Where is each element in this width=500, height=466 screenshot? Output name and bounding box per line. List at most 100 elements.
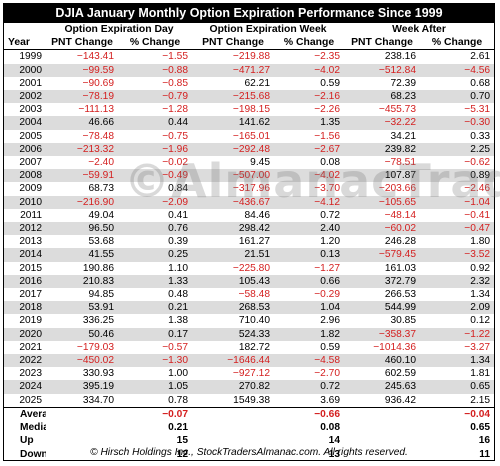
cell-week-pnt: 62.21 bbox=[244, 77, 271, 89]
cell-day-pct: −0.49 bbox=[118, 169, 192, 183]
cell-year: 2017 bbox=[19, 289, 42, 301]
cell-week-pct: 0.13 bbox=[274, 248, 345, 262]
cell-after-pnt: −1014.36 bbox=[373, 341, 417, 353]
cell-after-pnt: 72.39 bbox=[390, 77, 417, 89]
cell-day-pnt: −213.32 bbox=[46, 142, 118, 157]
cell-day-pnt: 53.91 bbox=[46, 301, 118, 315]
cell-after-pnt: −32.22 bbox=[344, 116, 421, 130]
table-row: 2014 41.55 0.25 21.51 0.13 −579.45 −3.52 bbox=[4, 248, 495, 262]
cell-week-pct: −4.02 bbox=[274, 169, 345, 183]
table-row: 2012 96.50 0.76 298.42 2.40 −60.02 −0.47 bbox=[4, 222, 495, 236]
cell-day-pct: 0.41 bbox=[168, 209, 188, 221]
cell-day-pct: −0.75 bbox=[162, 130, 188, 142]
cell-after-pnt: −358.37 bbox=[344, 327, 421, 341]
cell-after-pct: −0.30 bbox=[420, 116, 495, 130]
cell-after-pct: −1.04 bbox=[420, 195, 495, 209]
cell-after-pct: 1.34 bbox=[470, 289, 491, 301]
summary-week-pct: 0.08 bbox=[320, 422, 341, 434]
summary-label: Down bbox=[20, 448, 46, 460]
cell-after-pnt: 372.79 bbox=[344, 274, 421, 289]
cell-after-pct: 2.32 bbox=[420, 274, 495, 289]
column-header-after-pct: % Change bbox=[420, 36, 495, 51]
cell-week-pnt: 268.53 bbox=[192, 301, 274, 315]
summary-week-pnt bbox=[192, 434, 274, 447]
cell-after-pnt: −203.66 bbox=[378, 183, 417, 195]
cell-week-pct: −2.70 bbox=[314, 368, 341, 380]
cell-week-pct: −2.67 bbox=[274, 142, 345, 157]
column-header-after-pnt: PNT Change bbox=[344, 36, 421, 51]
cell-week-pnt: 161.27 bbox=[238, 236, 270, 248]
cell-day-pct: 0.78 bbox=[168, 394, 188, 406]
cell-year: 2022 bbox=[4, 354, 46, 368]
cell-after-pnt: 266.53 bbox=[384, 289, 417, 301]
cell-year: 2013 bbox=[19, 236, 42, 248]
cell-year: 2003 bbox=[19, 104, 42, 116]
cell-after-pnt: 30.85 bbox=[390, 315, 417, 327]
cell-year: 1999 bbox=[19, 51, 42, 63]
cell-week-pct: −0.29 bbox=[314, 289, 341, 301]
cell-day-pct: −2.09 bbox=[118, 195, 192, 209]
cell-week-pnt: 105.43 bbox=[192, 274, 274, 289]
cell-week-pnt: −1646.44 bbox=[192, 354, 274, 368]
group-header-spacer bbox=[4, 23, 46, 36]
cell-after-pnt: −48.14 bbox=[384, 209, 417, 221]
summary-week-pnt bbox=[192, 421, 274, 434]
cell-year: 2006 bbox=[4, 142, 46, 157]
cell-year: 2024 bbox=[4, 380, 46, 394]
cell-after-pct: 0.70 bbox=[420, 90, 495, 104]
cell-week-pct: −3.70 bbox=[314, 183, 341, 195]
summary-row: Average −0.07 −0.66 −0.04 bbox=[4, 406, 495, 422]
cell-year: 2016 bbox=[4, 274, 46, 289]
table-row: 2003 −111.13 −1.28 −198.15 −2.26 −455.73 −5.31 bbox=[4, 103, 494, 116]
cell-day-pnt: 41.55 bbox=[46, 248, 118, 262]
table-row: 2005 −78.48 −0.75 −165.01 −1.56 34.21 0.33 bbox=[4, 130, 494, 143]
table-row: 2023 330.93 1.00 −927.12 −2.70 602.59 1.81 bbox=[4, 367, 494, 380]
cell-day-pct: 0.84 bbox=[168, 183, 188, 195]
cell-after-pct: 2.09 bbox=[420, 301, 495, 315]
cell-day-pct: −1.96 bbox=[118, 142, 192, 157]
cell-after-pct: 0.33 bbox=[470, 130, 491, 142]
cell-week-pct: 0.59 bbox=[320, 77, 341, 89]
column-header-week-pnt: PNT Change bbox=[192, 36, 274, 51]
cell-after-pct: 2.25 bbox=[420, 142, 495, 157]
cell-day-pnt: 96.50 bbox=[46, 222, 118, 236]
cell-year: 2009 bbox=[19, 183, 42, 195]
cell-week-pnt: −219.88 bbox=[232, 51, 270, 63]
cell-after-pct: 2.15 bbox=[470, 394, 491, 406]
cell-day-pnt: −111.13 bbox=[78, 104, 114, 116]
cell-week-pct: −4.02 bbox=[274, 63, 345, 77]
cell-week-pct: −2.35 bbox=[314, 51, 341, 63]
table-row: 2016 210.83 1.33 105.43 0.66 372.79 2.32 bbox=[4, 274, 495, 289]
cell-after-pnt: 544.99 bbox=[344, 301, 421, 315]
cell-day-pct: 0.17 bbox=[118, 327, 192, 341]
cell-day-pnt: 330.93 bbox=[82, 368, 114, 380]
cell-week-pnt: −198.15 bbox=[232, 104, 270, 116]
cell-week-pct: 0.08 bbox=[320, 157, 341, 169]
page-title: DJIA January Monthly Option Expiration P… bbox=[4, 4, 494, 23]
cell-after-pct: 0.65 bbox=[420, 380, 495, 394]
table-row: 2004 46.66 0.44 141.62 1.35 −32.22 −0.30 bbox=[4, 116, 495, 130]
cell-year: 2019 bbox=[19, 315, 42, 327]
cell-week-pnt: 298.42 bbox=[192, 222, 274, 236]
summary-after-pnt bbox=[344, 421, 420, 434]
summary-day-pnt bbox=[46, 421, 118, 434]
table-body: Option Expiration Day Option Expiration … bbox=[4, 23, 495, 461]
table-row: 2020 50.46 0.17 524.33 1.82 −358.37 −1.22 bbox=[4, 327, 495, 341]
cell-day-pct: 1.05 bbox=[118, 380, 192, 394]
table-row: 2006 −213.32 −1.96 −292.48 −2.67 239.82 2.25 bbox=[4, 142, 495, 157]
cell-day-pnt: 94.85 bbox=[88, 289, 115, 301]
cell-year: 2018 bbox=[4, 301, 46, 315]
cell-week-pct: −1.27 bbox=[314, 262, 341, 274]
column-header-row: Year PNT Change % Change PNT Change % Ch… bbox=[4, 36, 495, 51]
summary-day-pct: 0.21 bbox=[168, 422, 188, 434]
summary-label: Median bbox=[20, 422, 46, 434]
summary-week-pct: 13 bbox=[328, 448, 341, 460]
cell-after-pct: 0.92 bbox=[470, 262, 491, 274]
cell-after-pnt: 161.03 bbox=[384, 262, 417, 274]
cell-after-pnt: 460.10 bbox=[344, 354, 421, 368]
table-row: 2013 53.68 0.39 161.27 1.20 246.28 1.80 bbox=[4, 235, 494, 248]
cell-day-pct: 0.25 bbox=[118, 248, 192, 262]
table-row: 2018 53.91 0.21 268.53 1.04 544.99 2.09 bbox=[4, 301, 495, 315]
cell-week-pnt: 84.46 bbox=[244, 209, 271, 221]
cell-day-pct: 1.38 bbox=[168, 315, 188, 327]
